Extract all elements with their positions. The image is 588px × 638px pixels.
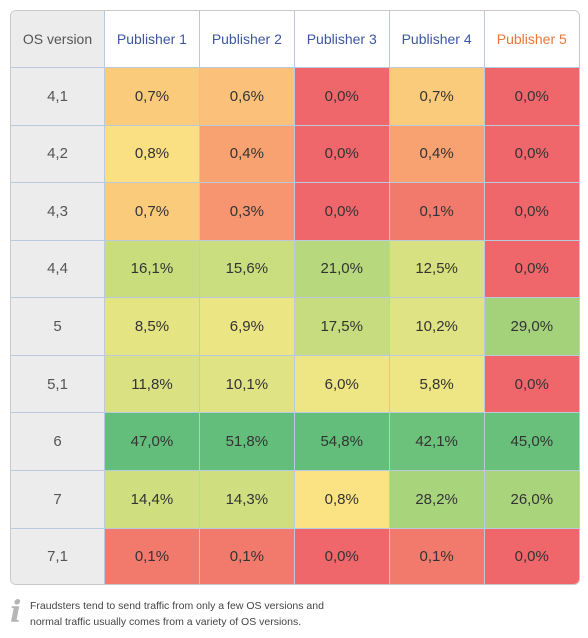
heatmap-cell: 0,0%	[293, 527, 390, 584]
table-row: 5 8,5% 6,9% 17,5% 10,2% 29,0%	[11, 297, 579, 356]
heatmap-cell: 0,7%	[104, 182, 200, 241]
table-row: 5,1 11,8% 10,1% 6,0% 5,8% 0,0%	[11, 354, 579, 414]
heatmap-cell: 26,0%	[483, 469, 579, 529]
heatmap-cell: 16,1%	[104, 239, 200, 299]
heatmap-cell: 0,0%	[483, 67, 579, 126]
heatmap-cell: 45,0%	[483, 412, 579, 471]
heatmap-cell: 0,0%	[483, 182, 579, 241]
heatmap-cell: 28,2%	[388, 469, 485, 529]
heatmap-cell: 5,8%	[388, 354, 485, 414]
heatmap-cell: 51,8%	[198, 412, 295, 471]
heatmap-body: 4,1 0,7% 0,6% 0,0% 0,7% 0,0% 4,2 0,8% 0,4% 0,0% 0,…	[11, 67, 579, 584]
column-header-publisher-1: Publisher 1	[104, 11, 200, 68]
heatmap-cell: 0,8%	[293, 469, 390, 529]
row-header-os-version: 5	[11, 297, 105, 356]
row-header-os-version: 7,1	[11, 527, 105, 584]
heatmap-cell: 0,8%	[104, 124, 200, 184]
table-row: 4,2 0,8% 0,4% 0,0% 0,4% 0,0%	[11, 124, 579, 184]
row-header-os-version: 4,1	[11, 67, 105, 126]
heatmap-cell: 15,6%	[198, 239, 295, 299]
footnote-line-1: Fraudsters tend to send traffic from onl…	[30, 600, 324, 612]
row-header-os-version: 6	[11, 412, 105, 471]
heatmap-cell: 12,5%	[388, 239, 485, 299]
heatmap-cell: 0,7%	[388, 67, 485, 126]
heatmap-cell: 47,0%	[104, 412, 200, 471]
heatmap-cell: 0,3%	[198, 182, 295, 241]
row-header-os-version: 4,3	[11, 182, 105, 241]
row-header-os-version: 5,1	[11, 354, 105, 414]
info-icon: i	[10, 595, 22, 630]
footnote: i Fraudsters tend to send traffic from o…	[10, 596, 570, 632]
table-row: 4,1 0,7% 0,6% 0,0% 0,7% 0,0%	[11, 67, 579, 126]
table-row: 7,1 0,1% 0,1% 0,0% 0,1% 0,0%	[11, 527, 579, 584]
heatmap-cell: 42,1%	[388, 412, 485, 471]
heatmap-cell: 0,4%	[388, 124, 485, 184]
heatmap-cell: 10,2%	[388, 297, 485, 356]
heatmap-cell: 6,0%	[293, 354, 390, 414]
heatmap-cell: 0,0%	[293, 67, 390, 126]
heatmap-cell: 0,0%	[483, 239, 579, 299]
heatmap-cell: 0,4%	[198, 124, 295, 184]
row-header-os-version: 4,4	[11, 239, 105, 299]
table-row: 6 47,0% 51,8% 54,8% 42,1% 45,0%	[11, 412, 579, 471]
heatmap-cell: 21,0%	[293, 239, 390, 299]
footnote-line-2: normal traffic usually comes from a vari…	[30, 616, 302, 628]
heatmap-cell: 10,1%	[198, 354, 295, 414]
heatmap-cell: 14,3%	[198, 469, 295, 529]
heatmap-cell: 17,5%	[293, 297, 390, 356]
header-row: OS version Publisher 1 Publisher 2 Publish…	[11, 11, 579, 68]
heatmap-cell: 0,0%	[483, 527, 579, 584]
heatmap-cell: 14,4%	[104, 469, 200, 529]
heatmap-cell: 0,6%	[198, 67, 295, 126]
heatmap-cell: 0,1%	[388, 527, 485, 584]
column-header-publisher-2: Publisher 2	[198, 11, 295, 68]
heatmap-cell: 0,1%	[388, 182, 485, 241]
heatmap-table: OS version Publisher 1 Publisher 2 Publish…	[10, 10, 580, 585]
heatmap-cell: 0,0%	[483, 354, 579, 414]
heatmap-cell: 0,0%	[483, 124, 579, 184]
row-header-os-version: 7	[11, 469, 105, 529]
heatmap-cell: 0,0%	[293, 124, 390, 184]
table-row: 4,4 16,1% 15,6% 21,0% 12,5% 0,0%	[11, 239, 579, 299]
column-header-publisher-5: Publisher 5	[483, 11, 579, 68]
table-row: 4,3 0,7% 0,3% 0,0% 0,1% 0,0%	[11, 182, 579, 241]
row-header-os-version: 4,2	[11, 124, 105, 184]
heatmap-cell: 6,9%	[198, 297, 295, 356]
table-row: 7 14,4% 14,3% 0,8% 28,2% 26,0%	[11, 469, 579, 529]
heatmap-cell: 54,8%	[293, 412, 390, 471]
column-header-publisher-4: Publisher 4	[388, 11, 485, 68]
column-header-publisher-3: Publisher 3	[293, 11, 390, 68]
heatmap-cell: 29,0%	[483, 297, 579, 356]
heatmap-cell: 0,1%	[198, 527, 295, 584]
heatmap-cell: 0,0%	[293, 182, 390, 241]
heatmap-cell: 8,5%	[104, 297, 200, 356]
heatmap-cell: 0,1%	[104, 527, 200, 584]
corner-header: OS version	[11, 11, 105, 68]
heatmap-cell: 0,7%	[104, 67, 200, 126]
heatmap-cell: 11,8%	[104, 354, 200, 414]
footnote-text: Fraudsters tend to send traffic from onl…	[30, 598, 360, 630]
